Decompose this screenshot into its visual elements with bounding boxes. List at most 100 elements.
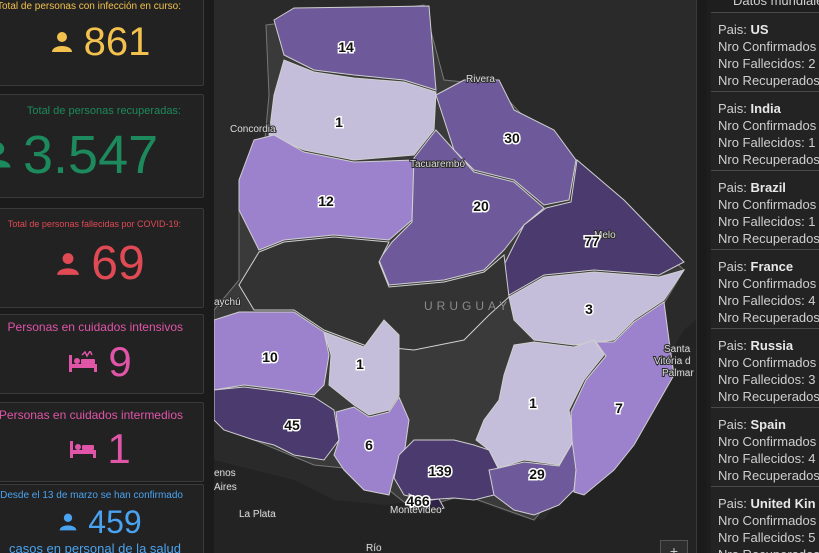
place-rio: Río bbox=[366, 543, 382, 553]
zoom-in-button[interactable]: + bbox=[660, 540, 688, 553]
dept-label-soriano: 10 bbox=[262, 349, 278, 365]
dept-artigas[interactable] bbox=[273, 5, 437, 91]
map-view[interactable]: Rivera Concordia Tacuarembó Melo aychú e… bbox=[214, 0, 696, 553]
country-name: Pais: Spain bbox=[718, 417, 786, 432]
dept-paysandu[interactable] bbox=[238, 134, 415, 251]
country-label: URUGUAY bbox=[424, 299, 511, 313]
icu-card: Personas en cuidados intensivos 9 bbox=[0, 314, 204, 394]
dept-rivera[interactable] bbox=[435, 79, 577, 206]
dept-label-san-jose: 6 bbox=[365, 437, 373, 453]
country-deaths: Nro Fallecidos: 4 bbox=[718, 451, 816, 466]
card-value: 69 bbox=[91, 237, 145, 290]
active-cases-card: Total de personas con infección en curso… bbox=[0, 0, 204, 86]
country-confirmed: Nro Confirmados bbox=[718, 355, 817, 370]
country-list-item[interactable]: Pais: France Nro Confirmados Nro Fallecido… bbox=[711, 249, 819, 328]
dept-label-cerro-largo: 77 bbox=[584, 233, 600, 249]
country-name: Pais: United Kin bbox=[718, 496, 816, 511]
country-name: Pais: Brazil bbox=[718, 180, 786, 195]
intermediate-care-card: Personas en cuidados intermedios 1 bbox=[0, 402, 204, 482]
place-melo: Melo bbox=[594, 230, 616, 241]
place-montevideo: Montevideo bbox=[390, 505, 442, 516]
place-la-plata: La Plata bbox=[239, 509, 276, 520]
dept-label-lavalleja: 1 bbox=[529, 395, 537, 411]
card-label: Total de personas con infección en curso… bbox=[0, 1, 181, 12]
card-label: Desde el 13 de marzo se han confirmado bbox=[0, 490, 183, 501]
dept-soriano[interactable] bbox=[214, 311, 330, 396]
dept-label-canelones: 139 bbox=[428, 463, 452, 479]
person-icon bbox=[0, 140, 13, 170]
dept-salto[interactable] bbox=[268, 59, 437, 161]
country-list-item[interactable]: Pais: Russia Nro Confirmados Nro Fallecido… bbox=[711, 328, 819, 407]
panel-divider bbox=[696, 0, 707, 553]
world-data-panel[interactable]: Datos mundiales Pais: US Nro Confirmados N… bbox=[707, 0, 819, 553]
dept-label-maldonado: 29 bbox=[529, 466, 545, 482]
stats-panel: Total de personas con infección en curso… bbox=[0, 0, 214, 553]
dept-label-flores: 1 bbox=[356, 356, 364, 372]
place-rivera: Rivera bbox=[466, 74, 495, 85]
health-personnel-card: Desde el 13 de marzo se han confirmado 4… bbox=[0, 484, 204, 553]
card-label: casos en personal de la salud bbox=[8, 541, 181, 553]
recovered-card: Total de personas recuperadas: 3.547 bbox=[0, 94, 204, 198]
country-confirmed: Nro Confirmados bbox=[718, 513, 817, 528]
place-santa-vitoria-2: Vitória d bbox=[654, 356, 691, 367]
dept-san-jose[interactable] bbox=[333, 395, 410, 496]
bed-icon bbox=[69, 439, 97, 459]
country-deaths: Nro Fallecidos: 2 bbox=[718, 56, 816, 71]
country-name: Pais: France bbox=[718, 259, 794, 274]
country-confirmed: Nro Confirmados bbox=[718, 276, 817, 291]
place-buenos-aires-2: Aires bbox=[214, 482, 237, 493]
person-icon bbox=[50, 30, 74, 54]
dept-label-montevideo: 466 bbox=[406, 493, 430, 509]
country-recovered: Nro Recuperados bbox=[718, 389, 819, 404]
place-paysandu: aychú bbox=[214, 297, 241, 308]
country-recovered: Nro Recuperados bbox=[718, 310, 819, 325]
icu-bed-icon bbox=[68, 351, 98, 373]
dept-rocha[interactable] bbox=[570, 301, 675, 496]
card-value: 9 bbox=[108, 338, 132, 385]
dept-label-rocha: 7 bbox=[615, 400, 623, 416]
card-label: Total de personas fallecidas por COVID-1… bbox=[7, 219, 181, 229]
country-deaths: Nro Fallecidos: 1 bbox=[718, 135, 816, 150]
dept-label-rivera: 30 bbox=[504, 130, 520, 146]
card-value: 3.547 bbox=[23, 125, 159, 185]
card-label: Total de personas recuperadas: bbox=[26, 105, 181, 117]
world-data-title: Datos mundiales bbox=[733, 0, 819, 8]
country-deaths: Nro Fallecidos: 5 bbox=[718, 530, 816, 545]
dept-flores[interactable] bbox=[323, 319, 400, 416]
person-icon bbox=[55, 251, 81, 277]
country-recovered: Nro Recuperados bbox=[718, 231, 819, 246]
place-buenos-aires-1: enos bbox=[214, 468, 236, 479]
place-santa-vitoria-3: Palmar bbox=[662, 368, 694, 379]
country-list-item[interactable]: Pais: Spain Nro Confirmados Nro Fallecidos… bbox=[711, 407, 819, 486]
dept-treinta-y-tres[interactable] bbox=[508, 269, 686, 346]
country-list-item[interactable]: Pais: US Nro Confirmados Nro Fallecidos: 2… bbox=[711, 12, 819, 91]
dept-montevideo[interactable] bbox=[408, 493, 445, 513]
country-confirmed: Nro Confirmados bbox=[718, 197, 817, 212]
country-confirmed: Nro Confirmados bbox=[718, 434, 817, 449]
country-recovered: Nro Recuperados bbox=[718, 547, 819, 553]
dept-label-artigas: 14 bbox=[338, 39, 354, 55]
country-deaths: Nro Fallecidos: 3 bbox=[718, 372, 816, 387]
dept-tacuarembo[interactable] bbox=[378, 129, 545, 286]
country-recovered: Nro Recuperados bbox=[718, 152, 819, 167]
dept-label-tacuarembo: 20 bbox=[473, 198, 489, 214]
card-label: Personas en cuidados intensivos bbox=[7, 320, 183, 334]
country-deaths: Nro Fallecidos: 4 bbox=[718, 293, 816, 308]
country-recovered: Nro Recuperados bbox=[718, 73, 819, 88]
country-confirmed: Nro Confirmados bbox=[718, 39, 817, 54]
card-label: Personas en cuidados intermedios bbox=[0, 408, 183, 422]
card-value: 861 bbox=[83, 20, 151, 64]
card-value: 459 bbox=[88, 504, 142, 540]
dept-label-treinta-y-tres: 3 bbox=[585, 301, 593, 317]
uruguay-map[interactable]: Rivera Concordia Tacuarembó Melo aychú e… bbox=[214, 0, 696, 553]
deaths-card: Total de personas fallecidas por COVID-1… bbox=[0, 208, 204, 308]
country-list-item[interactable]: Pais: India Nro Confirmados Nro Fallecidos… bbox=[711, 91, 819, 170]
country-list-item[interactable]: Pais: Brazil Nro Confirmados Nro Fallecido… bbox=[711, 170, 819, 249]
dept-label-paysandu: 12 bbox=[318, 193, 334, 209]
dept-label-colonia: 45 bbox=[284, 417, 300, 433]
place-concordia: Concordia bbox=[230, 124, 276, 135]
country-list-item[interactable]: Pais: United Kin Nro Confirmados Nro Falle… bbox=[711, 486, 819, 553]
dept-label-salto: 1 bbox=[335, 114, 343, 130]
dept-colonia[interactable] bbox=[214, 386, 340, 461]
place-tacuarembo: Tacuarembó bbox=[410, 159, 465, 170]
